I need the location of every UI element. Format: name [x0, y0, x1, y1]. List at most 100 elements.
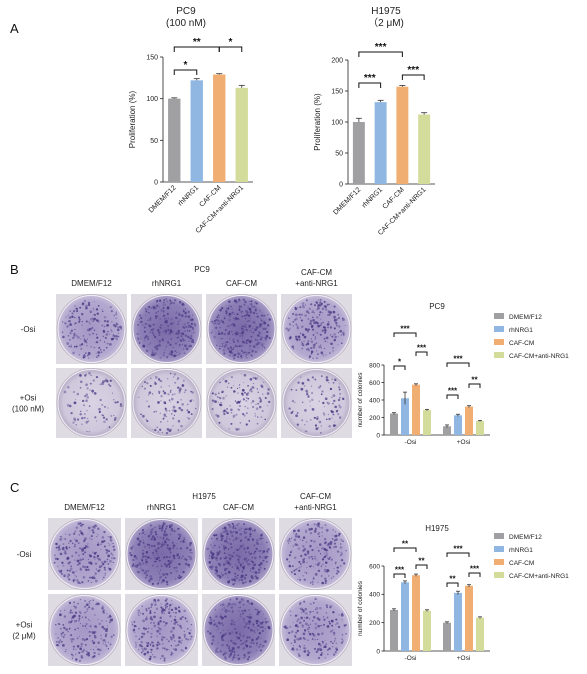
- significance-bracket: [393, 547, 417, 552]
- colony-dot: [302, 632, 306, 636]
- colony-dot: [157, 623, 160, 626]
- colony-dot: [78, 659, 82, 662]
- colony-dot: [238, 309, 241, 312]
- colony-dot: [325, 308, 328, 311]
- colony-dot: [154, 345, 157, 349]
- colony-dot: [226, 537, 229, 539]
- colony-dot: [300, 376, 302, 378]
- colony-dot: [103, 545, 106, 548]
- colony-dot: [330, 342, 333, 346]
- colony-dot: [227, 571, 231, 574]
- colony-dot: [337, 313, 339, 316]
- colony-dot: [300, 319, 304, 322]
- colony-dot: [63, 609, 66, 612]
- bar: [423, 610, 431, 651]
- colony-dot: [193, 331, 195, 334]
- colony-dot: [316, 322, 319, 325]
- colony-dot: [245, 396, 248, 399]
- colony-dot: [73, 345, 76, 348]
- colony-dot: [143, 545, 146, 548]
- colony-dot: [63, 633, 66, 636]
- colony-dot: [308, 357, 310, 359]
- colony-dot: [169, 533, 172, 536]
- colony-dot: [53, 561, 56, 564]
- colony-dot: [294, 306, 297, 309]
- colony-dot: [154, 603, 157, 606]
- colony-dot: [332, 529, 335, 531]
- colony-dot: [233, 317, 235, 320]
- colony-dot: [318, 400, 320, 402]
- colony-dot: [338, 532, 341, 536]
- colony-dot: [257, 637, 260, 640]
- colony-dot: [135, 635, 137, 637]
- colony-dot: [95, 333, 98, 336]
- colony-dot: [149, 658, 152, 660]
- colony-dot: [135, 644, 137, 646]
- y-tick-label: 200: [369, 620, 380, 627]
- colony-dot: [174, 569, 176, 571]
- colony-dot: [238, 387, 241, 389]
- colony-dot: [155, 316, 158, 320]
- colony-dot: [333, 567, 335, 570]
- colony-dot: [320, 393, 323, 396]
- colony-dot: [238, 618, 240, 620]
- colony-dot: [222, 531, 224, 534]
- colony-dot: [92, 392, 94, 394]
- colony-dot: [311, 619, 314, 622]
- colony-dot: [170, 523, 173, 527]
- colony-dot: [213, 323, 216, 325]
- colony-dot: [71, 555, 74, 558]
- colony-dot: [114, 324, 117, 328]
- colony-dot: [257, 339, 259, 341]
- colony-dot: [254, 328, 258, 332]
- colony-dot: [186, 620, 189, 623]
- colony-dot: [155, 552, 158, 555]
- colony-dot: [317, 303, 320, 307]
- colony-dot: [157, 310, 160, 313]
- colony-dot: [89, 389, 91, 391]
- colony-dot: [173, 648, 175, 651]
- colony-dot: [185, 325, 188, 329]
- colony-dot: [176, 547, 179, 550]
- colony-dot: [331, 624, 334, 627]
- colony-dot: [177, 329, 180, 332]
- colony-dot: [194, 324, 197, 327]
- colony-dot: [331, 537, 334, 540]
- colony-dot: [130, 547, 133, 550]
- colony-dot: [326, 557, 329, 560]
- colony-dot: [168, 549, 171, 552]
- colony-dot: [164, 329, 168, 333]
- colony-dot: [235, 413, 238, 416]
- colony-dot: [220, 572, 222, 574]
- colony-dot: [93, 309, 95, 311]
- colony-dot: [319, 311, 322, 314]
- colony-dot: [218, 316, 220, 319]
- colony-dot: [182, 331, 184, 334]
- colony-dot: [171, 529, 174, 532]
- colony-dot: [209, 618, 213, 621]
- significance-label: ***: [407, 65, 419, 76]
- colony-dot: [223, 530, 227, 533]
- colony-dot: [334, 651, 338, 654]
- colony-dot: [307, 628, 309, 630]
- colony-dot: [71, 315, 74, 318]
- colony-dot: [338, 396, 341, 399]
- colony-dot: [251, 566, 255, 570]
- colony-dot: [244, 641, 247, 644]
- colony-dot: [187, 310, 190, 314]
- colony-dot: [266, 551, 269, 553]
- colony-dot: [309, 610, 312, 614]
- colony-dot: [86, 430, 88, 433]
- colony-dot: [187, 403, 189, 406]
- colony-dot: [187, 335, 190, 338]
- colony-dot: [245, 644, 249, 648]
- colony-dot: [97, 619, 99, 621]
- colony-dot: [67, 630, 69, 633]
- colony-dot: [120, 328, 123, 331]
- colony-dot: [150, 606, 153, 608]
- colony-dot: [230, 305, 232, 308]
- bar: [476, 421, 484, 435]
- colony-dot: [167, 378, 169, 380]
- column-label: DMEM/F12: [71, 279, 112, 288]
- colony-dot: [329, 326, 332, 329]
